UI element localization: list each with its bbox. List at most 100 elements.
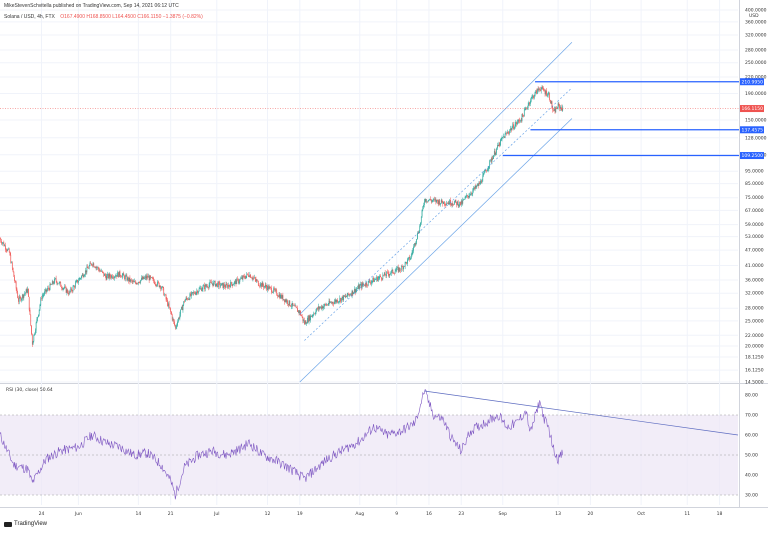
candle-body bbox=[124, 276, 125, 280]
rsi-legend: RSI (30, close) 50.64 bbox=[6, 387, 53, 393]
y-tick-label: 14.5000 bbox=[745, 380, 764, 386]
candle-body bbox=[85, 270, 86, 274]
candle-body bbox=[491, 160, 492, 162]
candle-body bbox=[30, 310, 31, 315]
candle-body bbox=[212, 283, 213, 284]
candle-body bbox=[225, 287, 226, 288]
y-tick-label: 53.0000 bbox=[745, 234, 764, 240]
candle-body bbox=[470, 194, 471, 196]
candle-body bbox=[558, 103, 559, 108]
candle-body bbox=[379, 276, 380, 277]
candle-body bbox=[275, 290, 276, 291]
candle-body bbox=[213, 282, 214, 286]
candle-body bbox=[226, 284, 227, 287]
candle-body bbox=[103, 272, 104, 275]
candle-body bbox=[190, 294, 191, 300]
candle-body bbox=[252, 278, 253, 279]
candle-body bbox=[142, 278, 143, 280]
candle-body bbox=[126, 275, 127, 276]
candle-body bbox=[350, 294, 351, 295]
candle-body bbox=[57, 284, 58, 285]
candle-body bbox=[348, 293, 349, 295]
candle-body bbox=[40, 298, 41, 304]
candle-body bbox=[307, 318, 308, 323]
candle-body bbox=[30, 315, 31, 326]
candle-body bbox=[219, 282, 220, 283]
candle-body bbox=[181, 307, 182, 310]
candle-body bbox=[486, 170, 487, 171]
candle-body bbox=[496, 148, 497, 152]
candle-body bbox=[11, 262, 12, 263]
candle-body bbox=[87, 267, 88, 273]
candle-body bbox=[79, 278, 80, 280]
candle-body bbox=[264, 286, 265, 287]
candle-body bbox=[88, 268, 89, 269]
candle-body bbox=[396, 270, 397, 271]
candle-body bbox=[58, 284, 59, 285]
candle-body bbox=[305, 321, 306, 324]
candle-body bbox=[159, 283, 160, 287]
candle-body bbox=[125, 276, 126, 279]
candle-body bbox=[525, 109, 526, 110]
candle-body bbox=[276, 290, 277, 295]
candle-body bbox=[407, 259, 408, 263]
candle-body bbox=[148, 276, 149, 277]
candle-body bbox=[235, 280, 236, 281]
candle-body bbox=[400, 270, 401, 271]
candle-body bbox=[166, 299, 167, 300]
candle-body bbox=[168, 303, 169, 306]
candle-body bbox=[339, 298, 340, 301]
candle-body bbox=[176, 327, 177, 328]
candle-body bbox=[318, 306, 319, 309]
candle-body bbox=[185, 300, 186, 302]
candle-body bbox=[546, 91, 547, 96]
candle-body bbox=[556, 108, 557, 109]
candle-body bbox=[293, 305, 294, 306]
candle-body bbox=[204, 285, 205, 289]
candle-body bbox=[452, 204, 453, 205]
candle-body bbox=[210, 282, 211, 285]
candle-body bbox=[139, 282, 140, 283]
candle-body bbox=[375, 279, 376, 280]
tradingview-logo[interactable]: TradingView bbox=[4, 521, 47, 527]
candle-body bbox=[473, 188, 474, 191]
candle-body bbox=[27, 289, 28, 292]
candle-body bbox=[104, 274, 105, 276]
candle-body bbox=[91, 264, 92, 265]
candle-body bbox=[128, 277, 129, 281]
candle-body bbox=[196, 292, 197, 294]
candle-body bbox=[390, 273, 391, 274]
y-tick-label: 400.0000 bbox=[745, 8, 767, 14]
candle-body bbox=[369, 281, 370, 283]
candle-body bbox=[173, 319, 174, 320]
candle-body bbox=[446, 203, 447, 204]
candle-body bbox=[48, 288, 49, 289]
y-tick-label: 320.0000 bbox=[745, 33, 767, 39]
candle-body bbox=[293, 303, 294, 305]
candle-body bbox=[454, 202, 455, 205]
candle-body bbox=[336, 300, 337, 302]
candle-body bbox=[406, 262, 407, 264]
candle-body bbox=[37, 317, 38, 319]
candle-body bbox=[512, 128, 513, 131]
candle-body bbox=[343, 297, 344, 301]
candle-body bbox=[438, 201, 439, 204]
candle-body bbox=[549, 93, 550, 94]
candle-body bbox=[535, 90, 536, 92]
candle-body bbox=[329, 301, 330, 303]
candle-body bbox=[138, 282, 139, 283]
candle-body bbox=[271, 288, 272, 292]
candle-body bbox=[384, 273, 385, 276]
candle-body bbox=[324, 304, 325, 306]
candle-body bbox=[190, 294, 191, 296]
candle-body bbox=[253, 278, 254, 279]
candle-body bbox=[152, 277, 153, 278]
candle-body bbox=[200, 288, 201, 289]
y-tick-label: 16.1250 bbox=[745, 368, 764, 374]
candle-body bbox=[434, 199, 435, 200]
x-tick-label: 23 bbox=[458, 511, 464, 517]
candle-body bbox=[33, 341, 34, 344]
candle-body bbox=[20, 297, 21, 298]
candle-body bbox=[228, 285, 229, 288]
